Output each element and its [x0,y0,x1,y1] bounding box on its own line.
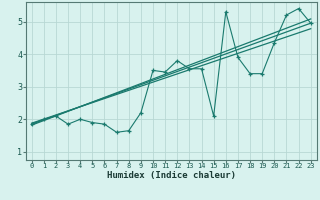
X-axis label: Humidex (Indice chaleur): Humidex (Indice chaleur) [107,171,236,180]
